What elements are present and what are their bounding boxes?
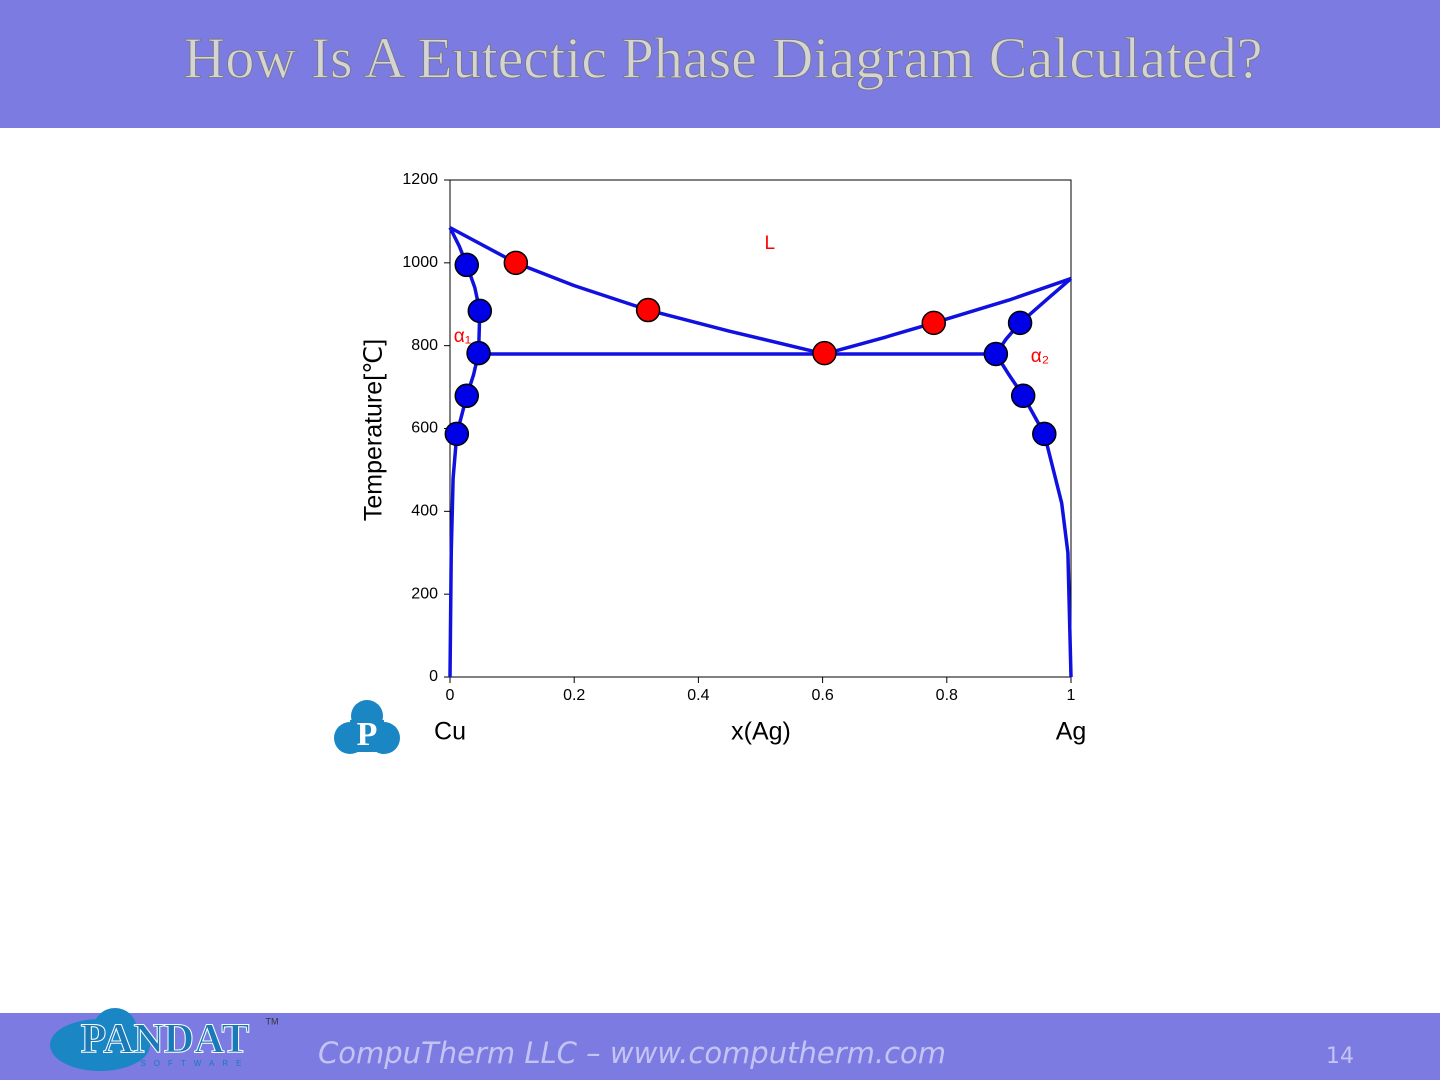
calc-point bbox=[635, 297, 661, 323]
logo-cloud bbox=[93, 1008, 137, 1052]
phase-boundary bbox=[823, 276, 1072, 356]
x-tick-label: 0.8 bbox=[936, 687, 958, 704]
logo-mark: TM bbox=[266, 1016, 279, 1026]
x-end-label: Ag bbox=[1056, 718, 1087, 746]
phase-boundary bbox=[449, 226, 825, 356]
region-label: α₂ bbox=[1031, 346, 1049, 367]
y-axis-label: Temperature[℃] bbox=[360, 339, 388, 521]
region-label: α₁ bbox=[454, 326, 471, 347]
phase-boundary bbox=[448, 226, 482, 678]
plot-frame bbox=[449, 179, 1072, 678]
footer-logo: PANDAT TM SOFTWARE bbox=[50, 1008, 279, 1071]
y-tick-label: 800 bbox=[411, 337, 438, 354]
calc-point bbox=[1032, 421, 1057, 447]
calc-point bbox=[444, 421, 470, 447]
calc-point bbox=[467, 298, 493, 324]
calc-point bbox=[983, 341, 1009, 367]
y-tick-label: 400 bbox=[411, 503, 438, 520]
slide-title: How Is A Eutectic Phase Diagram Calculat… bbox=[183, 25, 1262, 90]
region-label: L bbox=[765, 233, 776, 254]
calc-point bbox=[921, 310, 947, 336]
footer-band bbox=[0, 1013, 1440, 1080]
calc-point bbox=[454, 383, 480, 409]
y-tick-label: 1000 bbox=[402, 254, 438, 271]
x-end-label: Cu bbox=[434, 718, 466, 746]
x-tick-label: 1 bbox=[1067, 687, 1076, 704]
phase-boundary bbox=[994, 277, 1073, 678]
calc-point bbox=[1010, 383, 1036, 409]
x-tick-label: 0.6 bbox=[811, 687, 833, 704]
x-tick-label: 0.2 bbox=[563, 687, 585, 704]
y-tick-label: 600 bbox=[411, 420, 438, 437]
y-tick-label: 200 bbox=[411, 585, 438, 602]
calc-point bbox=[466, 340, 491, 366]
calc-point bbox=[454, 252, 480, 278]
y-tick-label: 1200 bbox=[402, 171, 438, 188]
logo-tagline: SOFTWARE bbox=[140, 1059, 249, 1068]
chart-logo: P bbox=[334, 700, 400, 754]
x-axis-label: x(Ag) bbox=[731, 718, 791, 746]
badge-letter: P bbox=[357, 716, 378, 753]
header-band bbox=[0, 0, 1440, 128]
footer-text: CompuTherm LLC – www.computherm.com bbox=[318, 1036, 946, 1070]
chart: x(Ag) Temperature[℃] Cu Ag 0 200 400 600 800… bbox=[360, 171, 1087, 745]
calc-point bbox=[812, 340, 837, 366]
logo-name: PANDAT bbox=[81, 1017, 250, 1063]
y-tick-label: 0 bbox=[429, 668, 438, 685]
x-tick-label: 0 bbox=[446, 687, 455, 704]
badge-cloud bbox=[350, 720, 384, 752]
x-tick-label: 0.4 bbox=[687, 687, 709, 704]
calc-point bbox=[1007, 310, 1033, 336]
page-number: 14 bbox=[1326, 1044, 1354, 1069]
calc-point bbox=[503, 250, 529, 276]
